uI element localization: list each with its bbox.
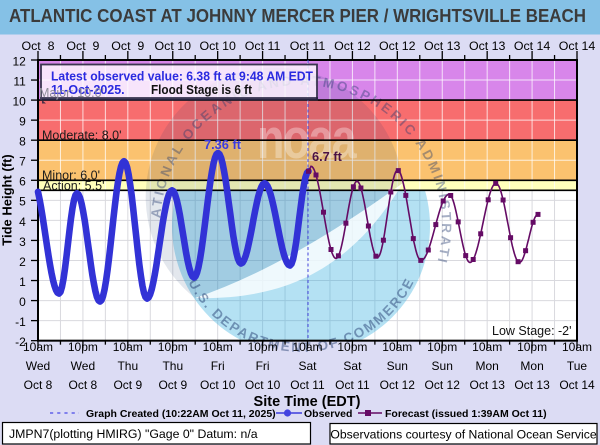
svg-text:10pm: 10pm xyxy=(427,340,457,354)
svg-text:Oct 12: Oct 12 xyxy=(379,39,416,53)
svg-text:Mon: Mon xyxy=(520,359,543,373)
svg-text:Oct 14: Oct 14 xyxy=(559,378,595,392)
svg-text:ATLANTIC COAST AT JOHNNY MERCE: ATLANTIC COAST AT JOHNNY MERCER PIER / W… xyxy=(9,6,586,26)
svg-text:Sun: Sun xyxy=(387,359,408,373)
svg-text:6.7 ft: 6.7 ft xyxy=(312,149,343,164)
svg-text:noaa: noaa xyxy=(257,107,357,170)
svg-text:10pm: 10pm xyxy=(68,340,98,354)
svg-text:Fri: Fri xyxy=(256,359,270,373)
svg-text:Wed: Wed xyxy=(71,359,95,373)
svg-text:10pm: 10pm xyxy=(158,340,188,354)
svg-text:Oct 14: Oct 14 xyxy=(514,39,551,53)
svg-text:10am: 10am xyxy=(113,340,143,354)
svg-text:Wed: Wed xyxy=(26,359,50,373)
svg-text:0: 0 xyxy=(19,295,26,309)
svg-text:Observed: Observed xyxy=(304,408,352,420)
svg-text:Oct 13: Oct 13 xyxy=(469,39,506,53)
svg-text:Oct 12: Oct 12 xyxy=(380,378,416,392)
svg-text:10pm: 10pm xyxy=(337,340,367,354)
svg-text:10am: 10am xyxy=(203,340,233,354)
svg-text:Oct 8: Oct 8 xyxy=(21,39,54,53)
svg-text:7: 7 xyxy=(19,155,26,169)
svg-text:Graph Created (10:22AM Oct 11,: Graph Created (10:22AM Oct 11, 2025) xyxy=(86,408,276,420)
svg-text:Sun: Sun xyxy=(432,359,453,373)
svg-text:10: 10 xyxy=(12,95,26,109)
svg-text:Oct 10: Oct 10 xyxy=(199,39,236,53)
svg-text:11-Oct-2025.Flood Stage is 6 f: 11-Oct-2025. Flood Stage is 6 ft xyxy=(51,83,253,97)
svg-text:10pm: 10pm xyxy=(248,340,278,354)
svg-text:Low Stage: -2': Low Stage: -2' xyxy=(492,324,572,338)
svg-text:Tide Height (ft): Tide Height (ft) xyxy=(0,154,15,245)
svg-text:Mon: Mon xyxy=(476,359,499,373)
svg-text:3: 3 xyxy=(19,235,26,249)
svg-text:4: 4 xyxy=(19,215,26,229)
svg-text:Oct 9: Oct 9 xyxy=(111,39,144,53)
svg-text:9: 9 xyxy=(19,115,26,129)
svg-text:1: 1 xyxy=(19,275,26,289)
svg-text:8: 8 xyxy=(19,135,26,149)
svg-text:Moderate: 8.0': Moderate: 8.0' xyxy=(42,129,122,143)
svg-text:10am: 10am xyxy=(562,340,592,354)
svg-text:10am: 10am xyxy=(382,340,412,354)
svg-text:-2: -2 xyxy=(15,335,26,349)
svg-text:Oct 14: Oct 14 xyxy=(559,39,596,53)
svg-text:Oct 13: Oct 13 xyxy=(424,39,461,53)
svg-text:10am: 10am xyxy=(472,340,502,354)
svg-text:Tue: Tue xyxy=(567,359,588,373)
svg-text:5: 5 xyxy=(19,195,26,209)
svg-text:Major: 10.0': Major: 10.0' xyxy=(39,86,104,100)
svg-text:Observations courtesy of Natio: Observations courtesy of National Ocean … xyxy=(330,428,596,442)
svg-text:Oct 12: Oct 12 xyxy=(425,378,461,392)
svg-text:Oct 10: Oct 10 xyxy=(200,378,236,392)
svg-text:2: 2 xyxy=(19,255,26,269)
svg-text:Action: 5.5': Action: 5.5' xyxy=(43,179,104,193)
svg-text:Oct 12: Oct 12 xyxy=(334,39,371,53)
svg-text:Oct 8: Oct 8 xyxy=(69,378,98,392)
svg-text:-1: -1 xyxy=(15,315,26,329)
svg-text:Oct 9: Oct 9 xyxy=(66,39,99,53)
svg-text:JMPN7(plotting HMIRG) "Gage 0": JMPN7(plotting HMIRG) "Gage 0" Datum: n/… xyxy=(9,427,258,441)
svg-text:Oct 9: Oct 9 xyxy=(158,378,187,392)
svg-text:Oct 8: Oct 8 xyxy=(24,378,53,392)
svg-text:Thu: Thu xyxy=(117,359,138,373)
svg-text:Latest observed value: 6.38 ft: Latest observed value: 6.38 ft at 9:48 A… xyxy=(51,70,313,84)
svg-text:12: 12 xyxy=(12,54,26,68)
svg-text:Oct 11: Oct 11 xyxy=(245,39,281,53)
svg-text:11: 11 xyxy=(13,74,26,88)
svg-text:10am: 10am xyxy=(23,340,53,354)
svg-text:Oct 11: Oct 11 xyxy=(335,378,370,392)
svg-text:10am: 10am xyxy=(292,340,322,354)
svg-text:Oct 13: Oct 13 xyxy=(514,378,550,392)
svg-text:Minor: 6.0': Minor: 6.0' xyxy=(42,168,100,182)
svg-text:Forecast (issued 1:39AM Oct 11: Forecast (issued 1:39AM Oct 11) xyxy=(385,408,547,420)
svg-text:Oct 10: Oct 10 xyxy=(155,39,192,53)
svg-text:Oct 11: Oct 11 xyxy=(290,39,326,53)
svg-text:Oct 10: Oct 10 xyxy=(245,378,281,392)
svg-text:Oct 11: Oct 11 xyxy=(290,378,325,392)
svg-text:6: 6 xyxy=(19,175,26,189)
svg-text:Fri: Fri xyxy=(211,359,225,373)
svg-text:10pm: 10pm xyxy=(517,340,547,354)
svg-text:Sat: Sat xyxy=(298,359,317,373)
svg-text:Thu: Thu xyxy=(162,359,183,373)
svg-text:Sat: Sat xyxy=(343,359,362,373)
svg-text:Oct 9: Oct 9 xyxy=(113,378,142,392)
svg-text:7.36 ft: 7.36 ft xyxy=(204,137,242,152)
svg-text:Site Time (EDT): Site Time (EDT) xyxy=(254,394,361,410)
svg-text:Oct 13: Oct 13 xyxy=(470,378,506,392)
